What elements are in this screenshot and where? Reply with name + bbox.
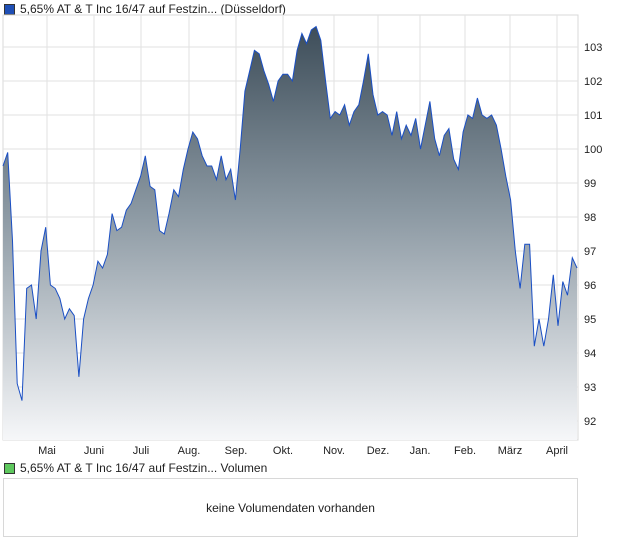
x-tick-label: März (498, 445, 522, 457)
y-tick-label: 98 (584, 212, 596, 224)
price-line (2, 25, 578, 401)
x-tick-label: Nov. (323, 445, 345, 457)
y-tick-label: 94 (584, 348, 596, 360)
y-tick-label: 101 (584, 110, 602, 122)
y-tick-label: 100 (584, 144, 602, 156)
y-tick-label: 97 (584, 246, 596, 258)
price-chart: 92 93 94 95 96 97 98 99 100 101 102 103 Mai Juni Juli… (2, 14, 602, 457)
y-tick-label: 96 (584, 280, 596, 292)
y-tick-label: 93 (584, 382, 596, 394)
volume-legend-label: 5,65% AT & T Inc 16/47 auf Festzin... Vo… (20, 461, 268, 475)
x-tick-label: Aug. (178, 445, 201, 457)
price-legend-swatch (4, 3, 15, 15)
y-tick-label: 95 (584, 314, 596, 326)
price-legend-label: 5,65% AT & T Inc 16/47 auf Festzin... (D… (20, 2, 286, 16)
x-tick-label: Sep. (225, 445, 248, 457)
x-tick-label: Mai (38, 445, 56, 457)
y-tick-label: 102 (584, 76, 602, 88)
x-tick-label: Juni (84, 445, 104, 457)
x-tick-label: Jan. (410, 445, 431, 457)
x-tick-label: Feb. (454, 445, 476, 457)
price-legend: 5,65% AT & T Inc 16/47 auf Festzin... (D… (4, 2, 286, 16)
volume-legend-swatch (4, 462, 15, 474)
x-tick-label: Okt. (273, 445, 293, 457)
volume-panel: keine Volumendaten vorhanden (3, 478, 578, 537)
volume-empty-message: keine Volumendaten vorhanden (206, 500, 375, 515)
y-tick-label: 92 (584, 416, 596, 428)
y-tick-label: 99 (584, 178, 596, 190)
x-tick-label: Dez. (367, 445, 390, 457)
y-tick-label: 103 (584, 42, 602, 54)
x-tick-label: April (546, 445, 568, 457)
x-tick-label: Juli (133, 445, 150, 457)
volume-legend: 5,65% AT & T Inc 16/47 auf Festzin... Vo… (4, 461, 267, 475)
